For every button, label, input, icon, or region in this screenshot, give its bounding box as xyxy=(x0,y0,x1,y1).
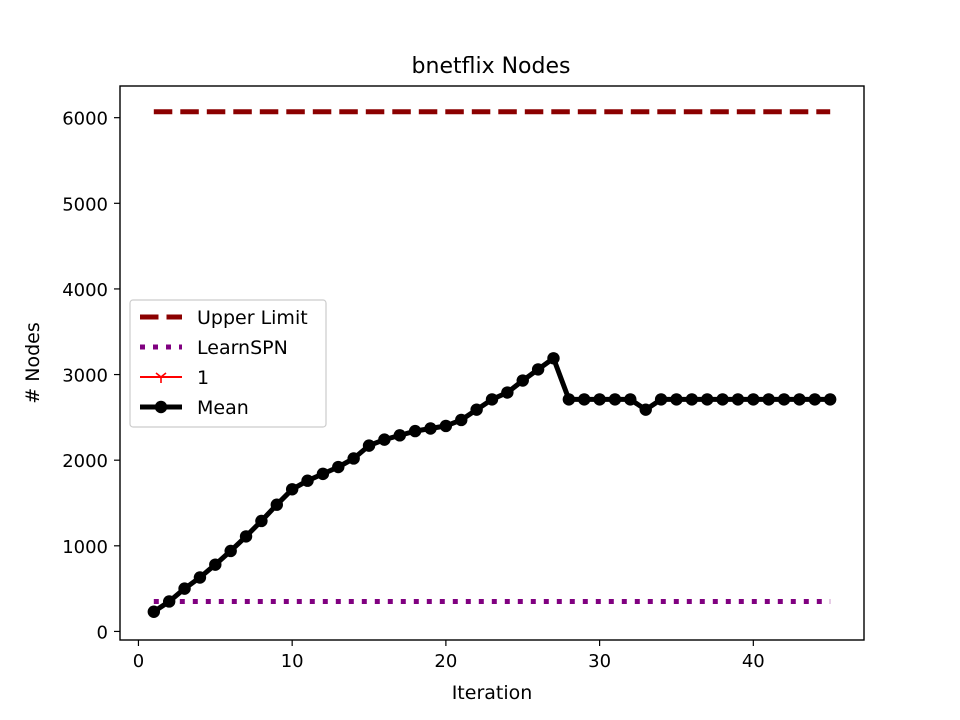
data-point-mean xyxy=(501,386,514,399)
data-point-mean xyxy=(378,433,391,446)
data-point-mean xyxy=(593,393,606,406)
data-point-mean xyxy=(332,460,345,474)
data-point-mean xyxy=(255,514,268,528)
data-point-mean xyxy=(301,474,314,487)
legend-label-learnspn: LearnSPN xyxy=(197,337,288,359)
y-tick-label: 2000 xyxy=(62,451,108,472)
data-point-mean xyxy=(808,393,822,406)
data-point-mean xyxy=(639,403,652,416)
x-axis-label: Iteration xyxy=(452,682,533,704)
data-point-mean xyxy=(624,393,637,406)
y-tick-label: 1000 xyxy=(62,537,108,558)
data-point-mean xyxy=(716,393,729,406)
y-tick-label: 3000 xyxy=(62,366,108,387)
data-point-mean xyxy=(285,483,299,496)
data-point-mean xyxy=(178,582,191,595)
data-point-mean xyxy=(470,403,483,416)
data-point-mean xyxy=(362,439,376,452)
chart-title: bnetflix Nodes xyxy=(412,54,571,79)
x-tick-label: 30 xyxy=(588,651,611,672)
data-point-mean xyxy=(455,413,468,427)
data-point-mean xyxy=(347,452,360,465)
data-point-mean xyxy=(793,393,806,406)
data-point-mean xyxy=(193,571,207,584)
y-tick-label: 0 xyxy=(97,622,108,643)
data-point-mean xyxy=(654,393,668,406)
plot-frame xyxy=(119,85,865,641)
legend-box xyxy=(129,299,327,428)
x-tick-label: 0 xyxy=(133,651,144,672)
data-point-mean xyxy=(485,393,499,406)
data-point-mean xyxy=(147,605,161,618)
data-point-mean xyxy=(209,558,222,571)
data-point-mean xyxy=(393,429,406,442)
y-tick-label: 4000 xyxy=(62,280,108,301)
legend-label-mean: Mean xyxy=(197,397,249,419)
data-point-mean xyxy=(516,374,529,387)
data-point-mean xyxy=(316,467,330,481)
x-axis: 0 10 20 30 40 xyxy=(133,640,765,672)
y-axis: 0 1000 2000 3000 4000 5000 6000 xyxy=(62,109,120,643)
data-point-mean xyxy=(562,393,576,406)
data-point-mean xyxy=(531,363,545,376)
data-point-mean xyxy=(731,393,745,406)
x-tick-label: 40 xyxy=(742,651,765,672)
data-point-mean xyxy=(270,498,283,511)
data-point-mean xyxy=(547,352,560,365)
legend-marker-mean xyxy=(154,400,168,414)
data-point-mean xyxy=(578,393,591,406)
data-point-mean xyxy=(408,424,422,438)
data-point-mean xyxy=(224,544,237,558)
data-point-mean xyxy=(823,393,837,406)
data-point-mean xyxy=(701,393,714,406)
data-point-mean xyxy=(747,393,760,406)
data-point-mean xyxy=(777,393,791,406)
data-point-mean xyxy=(608,393,622,406)
data-point-mean xyxy=(162,595,176,608)
data-point-mean xyxy=(424,422,437,435)
legend-label-upper-limit: Upper Limit xyxy=(197,307,308,329)
legend-marker-1 xyxy=(155,372,167,383)
plot-area xyxy=(147,109,837,618)
legend-label-1: 1 xyxy=(197,367,209,389)
data-point-mean xyxy=(762,393,775,406)
data-point-mean xyxy=(239,530,253,543)
data-point-mean xyxy=(439,419,453,433)
x-tick-label: 10 xyxy=(281,651,304,672)
legend: Upper Limit LearnSPN 1 Mean xyxy=(129,299,327,428)
y-tick-label: 5000 xyxy=(62,194,108,215)
y-tick-label: 6000 xyxy=(62,109,108,130)
x-tick-label: 20 xyxy=(434,651,457,672)
y-axis-label: # Nodes xyxy=(22,322,44,403)
data-point-mean xyxy=(685,393,699,406)
data-point-mean xyxy=(670,393,683,406)
